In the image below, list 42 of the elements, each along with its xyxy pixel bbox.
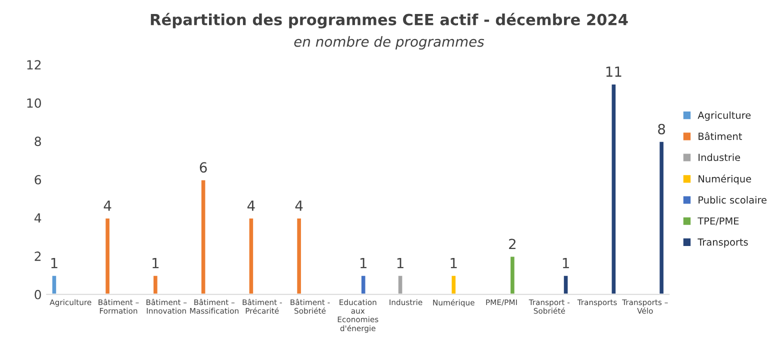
data-label: 1 bbox=[450, 258, 457, 268]
legend-label: Bâtiment bbox=[698, 132, 742, 140]
bar bbox=[658, 140, 665, 294]
data-label: 1 bbox=[397, 258, 404, 268]
data-label: 8 bbox=[658, 124, 666, 134]
bar bbox=[248, 217, 254, 294]
bar bbox=[104, 217, 111, 294]
bar bbox=[610, 83, 617, 294]
legend-label: Numérique bbox=[698, 174, 752, 184]
legend-label: TPE/PME bbox=[698, 217, 739, 226]
y-tick-label: 2 bbox=[34, 252, 41, 261]
y-tick-label: 0 bbox=[34, 290, 41, 300]
data-label: 1 bbox=[51, 258, 58, 268]
data-label: 1 bbox=[360, 258, 366, 268]
legend-label: Transports bbox=[698, 238, 748, 248]
y-tick-label: 4 bbox=[34, 213, 42, 223]
data-label: 2 bbox=[509, 238, 516, 250]
chart-subtitle: en nombre de programmes bbox=[294, 36, 484, 50]
legend-label: Public scolaire bbox=[698, 196, 766, 204]
data-label: 4 bbox=[247, 200, 255, 211]
bar bbox=[396, 274, 404, 294]
bar bbox=[450, 274, 457, 294]
data-label: 11 bbox=[606, 66, 622, 77]
legend-label: Industrie bbox=[698, 154, 740, 162]
y-tick-label: 8 bbox=[34, 136, 41, 146]
data-label: 4 bbox=[104, 200, 112, 211]
bar bbox=[152, 274, 159, 294]
data-label: 6 bbox=[200, 162, 207, 173]
bar bbox=[509, 255, 516, 294]
bar bbox=[562, 274, 570, 294]
bar bbox=[200, 178, 207, 294]
bar bbox=[50, 274, 58, 294]
data-label: 1 bbox=[562, 258, 569, 268]
y-tick-label: 12 bbox=[27, 60, 41, 70]
legend-label: Agriculture bbox=[698, 111, 751, 121]
y-tick-label: 10 bbox=[27, 98, 41, 108]
data-label: 1 bbox=[152, 258, 159, 268]
data-label: 4 bbox=[295, 200, 303, 211]
bar bbox=[296, 217, 302, 294]
bar bbox=[360, 274, 367, 294]
y-tick-label: 6 bbox=[34, 174, 42, 184]
chart-title: Répartition des programmes CEE actif - décembre 2024 bbox=[150, 12, 628, 28]
